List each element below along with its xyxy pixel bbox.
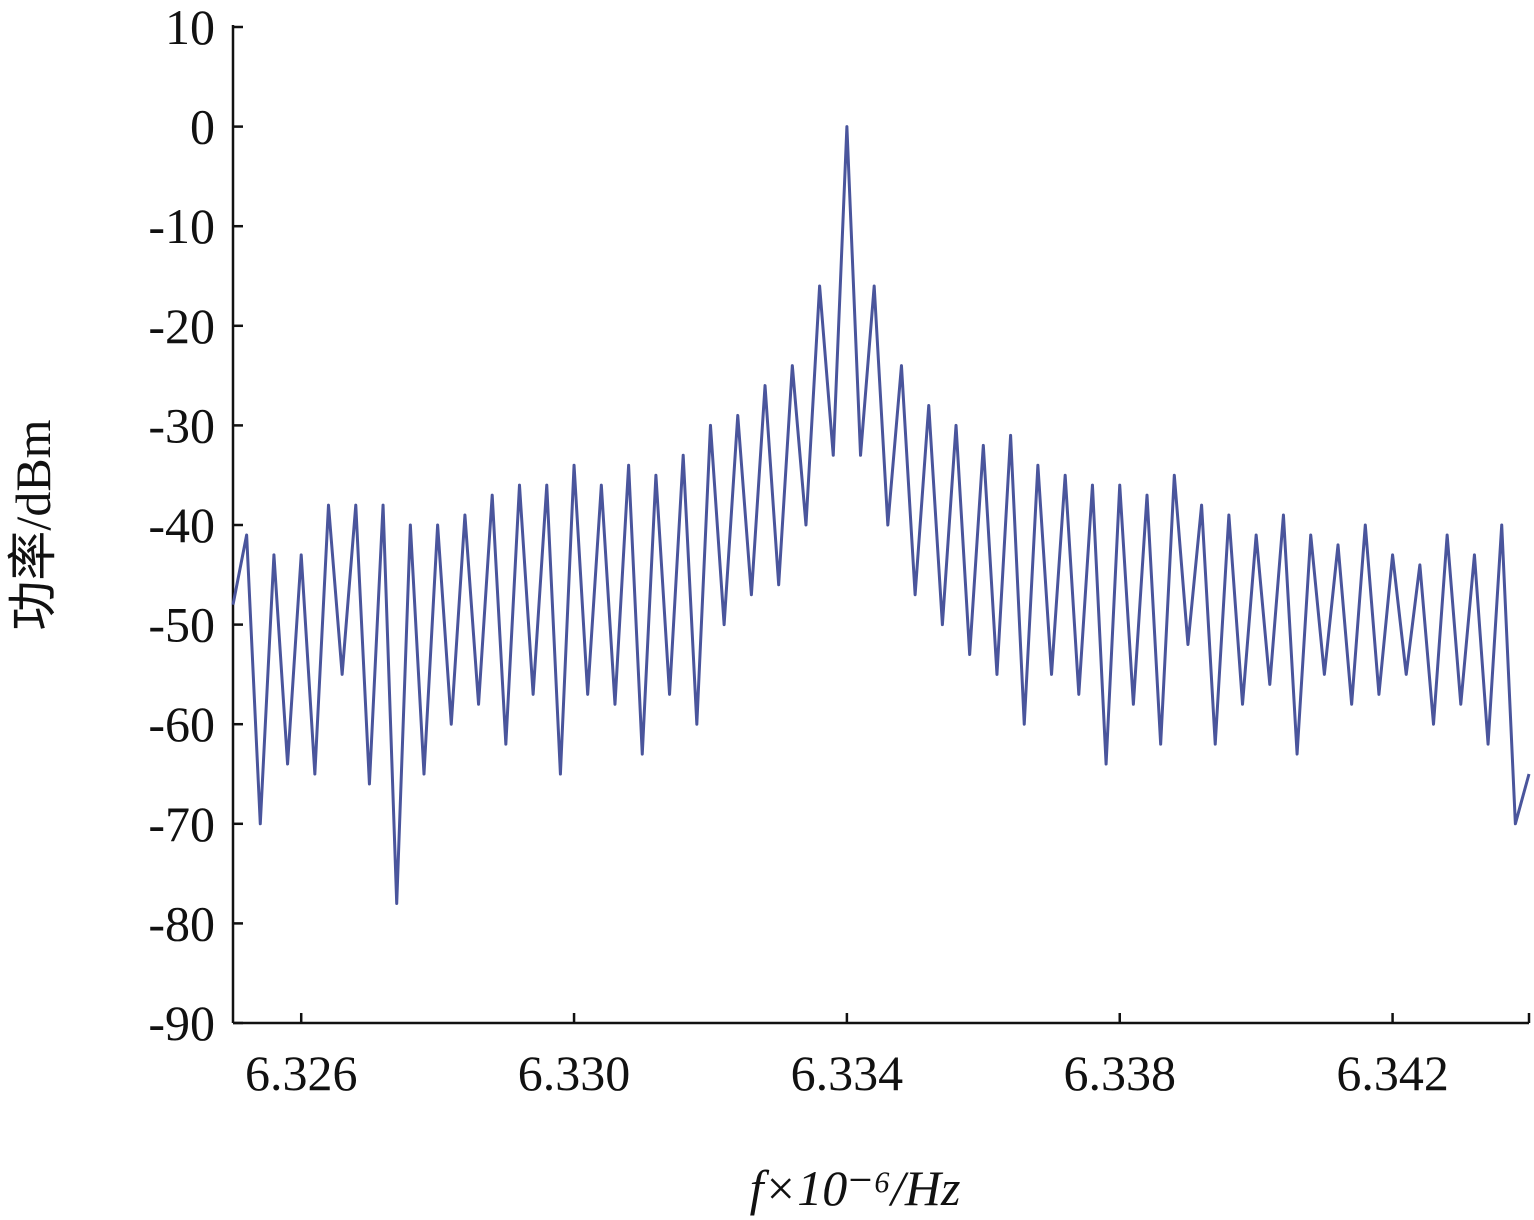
y-tick-label: -50 <box>148 597 215 653</box>
x-tick-label: 6.334 <box>791 1045 904 1101</box>
data-line <box>231 125 1531 905</box>
y-axis-label: 功率/dBm <box>5 419 61 630</box>
x-tick-label: 6.342 <box>1336 1045 1449 1101</box>
y-tick-label: -80 <box>148 895 215 951</box>
x-axis-label: f×10⁻⁶/Hz <box>750 1160 961 1216</box>
y-tick-label: -60 <box>148 696 215 752</box>
y-tick-label: 0 <box>190 99 215 155</box>
y-tick-label: 10 <box>165 0 215 55</box>
y-tick-label: -40 <box>148 497 215 553</box>
x-tick-label: 6.338 <box>1063 1045 1176 1101</box>
x-tick-label: 6.330 <box>518 1045 631 1101</box>
y-tick-label: -30 <box>148 397 215 453</box>
x-tick-label: 6.326 <box>245 1045 358 1101</box>
y-tick-label: -10 <box>148 198 215 254</box>
y-tick-label: -20 <box>148 298 215 354</box>
y-tick-label: -90 <box>148 995 215 1051</box>
y-tick-label: -70 <box>148 796 215 852</box>
